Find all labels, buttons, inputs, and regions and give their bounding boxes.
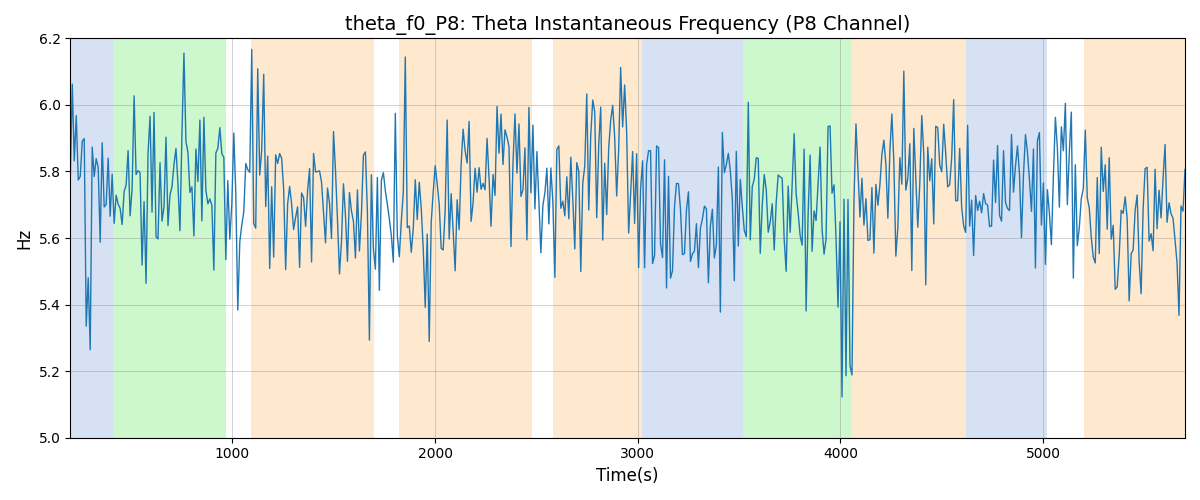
Bar (851, 38, 966, 438)
Bar (251, 38, 374, 438)
Y-axis label: Hz: Hz (16, 228, 34, 248)
Bar (966, 38, 1048, 438)
Bar (113, 38, 227, 438)
Bar (642, 38, 743, 438)
Bar (743, 38, 851, 438)
Bar (398, 38, 533, 438)
X-axis label: Time(s): Time(s) (596, 467, 659, 485)
Bar (1084, 38, 1184, 438)
Bar (71, 38, 113, 438)
Title: theta_f0_P8: Theta Instantaneous Frequency (P8 Channel): theta_f0_P8: Theta Instantaneous Frequen… (344, 15, 911, 35)
Bar (553, 38, 642, 438)
